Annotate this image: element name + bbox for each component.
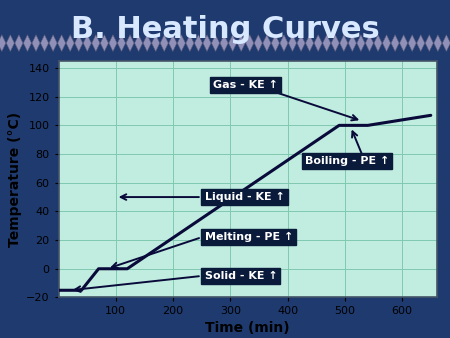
Polygon shape: [288, 35, 297, 51]
Polygon shape: [66, 35, 74, 51]
Polygon shape: [254, 35, 262, 51]
Polygon shape: [220, 35, 228, 51]
Text: Melting - PE ↑: Melting - PE ↑: [205, 232, 293, 242]
Polygon shape: [280, 35, 288, 51]
Polygon shape: [40, 35, 49, 51]
Polygon shape: [417, 35, 425, 51]
Polygon shape: [297, 35, 305, 51]
Polygon shape: [109, 35, 117, 51]
Polygon shape: [177, 35, 185, 51]
Polygon shape: [75, 35, 83, 51]
Polygon shape: [83, 35, 91, 51]
Polygon shape: [135, 35, 143, 51]
Polygon shape: [160, 35, 168, 51]
Polygon shape: [49, 35, 57, 51]
Polygon shape: [0, 35, 6, 51]
Polygon shape: [271, 35, 279, 51]
Polygon shape: [126, 35, 134, 51]
Polygon shape: [212, 35, 220, 51]
Polygon shape: [6, 35, 14, 51]
Polygon shape: [117, 35, 126, 51]
Text: Solid - KE ↑: Solid - KE ↑: [205, 271, 277, 281]
X-axis label: Time (min): Time (min): [205, 321, 290, 335]
Polygon shape: [15, 35, 23, 51]
Polygon shape: [246, 35, 254, 51]
Polygon shape: [348, 35, 356, 51]
Text: Liquid - KE ↑: Liquid - KE ↑: [205, 192, 284, 202]
Polygon shape: [32, 35, 40, 51]
Text: B. Heating Curves: B. Heating Curves: [71, 15, 379, 44]
Polygon shape: [391, 35, 399, 51]
Polygon shape: [143, 35, 151, 51]
Polygon shape: [425, 35, 433, 51]
Polygon shape: [203, 35, 211, 51]
Polygon shape: [323, 35, 331, 51]
Text: Gas - KE ↑: Gas - KE ↑: [213, 80, 278, 90]
Polygon shape: [314, 35, 322, 51]
Polygon shape: [382, 35, 391, 51]
Polygon shape: [237, 35, 245, 51]
Polygon shape: [152, 35, 160, 51]
Polygon shape: [340, 35, 348, 51]
Polygon shape: [100, 35, 108, 51]
Polygon shape: [365, 35, 374, 51]
Text: Boiling - PE ↑: Boiling - PE ↑: [305, 156, 389, 166]
Polygon shape: [442, 35, 450, 51]
Polygon shape: [434, 35, 442, 51]
Polygon shape: [194, 35, 202, 51]
Polygon shape: [408, 35, 416, 51]
Polygon shape: [400, 35, 408, 51]
Polygon shape: [169, 35, 177, 51]
Polygon shape: [306, 35, 314, 51]
Polygon shape: [92, 35, 100, 51]
Y-axis label: Temperature (°C): Temperature (°C): [8, 112, 22, 247]
Polygon shape: [263, 35, 271, 51]
Polygon shape: [374, 35, 382, 51]
Polygon shape: [58, 35, 66, 51]
Polygon shape: [23, 35, 32, 51]
Polygon shape: [357, 35, 365, 51]
Polygon shape: [331, 35, 339, 51]
Polygon shape: [229, 35, 237, 51]
Polygon shape: [186, 35, 194, 51]
